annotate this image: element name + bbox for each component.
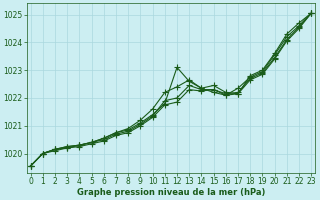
X-axis label: Graphe pression niveau de la mer (hPa): Graphe pression niveau de la mer (hPa) xyxy=(77,188,265,197)
